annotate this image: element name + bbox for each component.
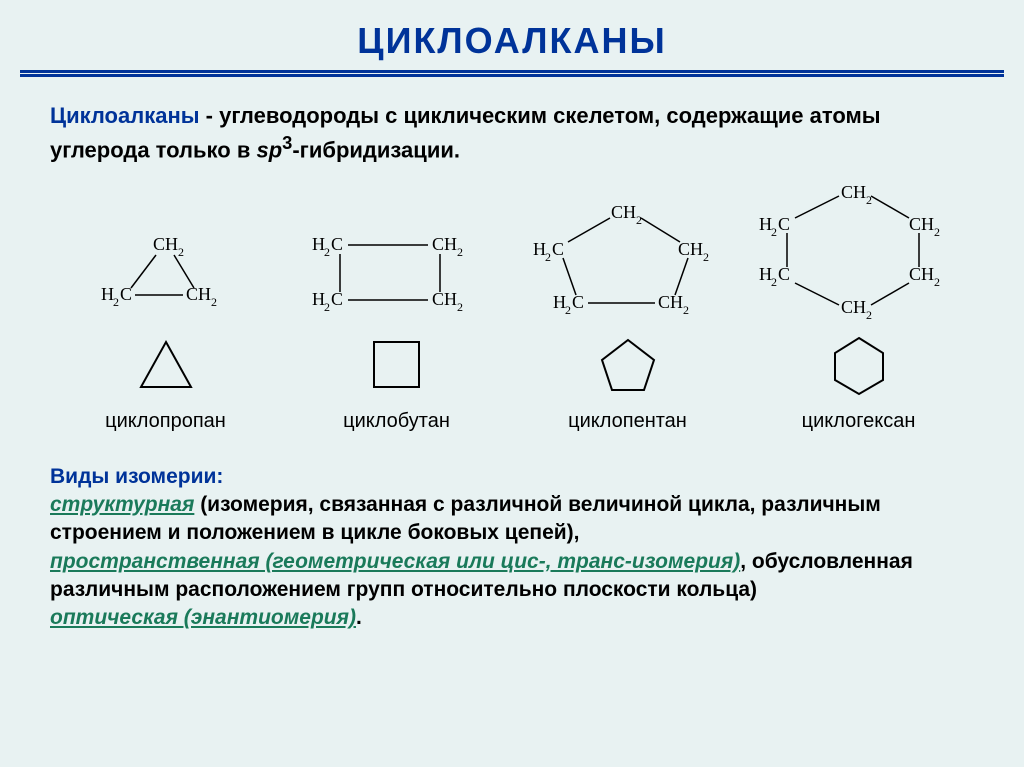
svg-text:C: C	[778, 264, 790, 284]
svg-text:C: C	[331, 289, 343, 309]
svg-text:2: 2	[866, 308, 872, 320]
molecule-cyclobutane: H2C CH2 H2C CH2	[281, 220, 512, 320]
svg-text:CH: CH	[678, 239, 703, 259]
names-row: циклопропан циклобутан циклопентан цикло…	[50, 410, 974, 433]
definition-text: Циклоалканы - углеводороды с циклическим…	[50, 102, 974, 165]
svg-text:2: 2	[324, 300, 330, 314]
svg-text:CH: CH	[909, 214, 934, 234]
svg-text:CH: CH	[841, 182, 866, 202]
svg-text:2: 2	[113, 295, 119, 309]
svg-text:2: 2	[683, 303, 689, 317]
isomerism-link-1: структурная	[50, 493, 194, 516]
svg-text:2: 2	[934, 275, 940, 289]
svg-text:2: 2	[565, 303, 571, 317]
molecule-cyclohexane: CH2 H2C CH2 H2C CH2 CH2	[743, 180, 974, 320]
isomerism-block: Виды изомерии: структурная (изомерия, св…	[50, 463, 974, 633]
svg-text:CH: CH	[186, 284, 211, 304]
page-title: ЦИКЛОАЛКАНЫ	[50, 20, 974, 70]
isomerism-item-2: пространственная (геометрическая или цис…	[50, 548, 974, 605]
definition-italic: sp	[256, 137, 282, 162]
isomerism-link-2: пространственная (геометрическая или цис…	[50, 550, 740, 573]
isomerism-heading: Виды изомерии:	[50, 463, 974, 491]
shape-hexagon	[743, 334, 974, 396]
svg-text:CH: CH	[432, 289, 457, 309]
svg-text:CH: CH	[153, 234, 178, 254]
shape-square	[281, 337, 512, 392]
svg-text:2: 2	[636, 213, 642, 227]
shape-pentagon	[512, 336, 743, 394]
isomerism-item-1: структурная (изомерия, связанная с разли…	[50, 491, 974, 548]
name-cyclohexane: циклогексан	[743, 410, 974, 433]
definition-highlight: Циклоалканы	[50, 103, 200, 128]
svg-text:2: 2	[457, 245, 463, 259]
name-cyclobutane: циклобутан	[281, 410, 512, 433]
shapes-row	[50, 335, 974, 395]
svg-text:2: 2	[771, 275, 777, 289]
svg-text:2: 2	[324, 245, 330, 259]
isomerism-item-3: оптическая (энантиомерия).	[50, 604, 974, 632]
svg-text:C: C	[120, 284, 132, 304]
molecule-cyclopentane: CH2 H2C CH2 H2C CH2	[512, 200, 743, 320]
molecules-row: CH2 H2C CH2 H2C CH2 H2C CH2	[50, 190, 974, 320]
isomerism-link-3: оптическая (энантиомерия)	[50, 606, 356, 629]
svg-text:CH: CH	[909, 264, 934, 284]
title-underline	[20, 70, 1004, 77]
svg-text:2: 2	[545, 250, 551, 264]
svg-text:2: 2	[866, 193, 872, 207]
definition-sup: 3	[282, 132, 292, 153]
svg-text:2: 2	[211, 295, 217, 309]
svg-text:C: C	[572, 292, 584, 312]
definition-part2: -гибридизации.	[292, 137, 460, 162]
isomerism-text-3: .	[356, 606, 362, 629]
svg-text:C: C	[552, 239, 564, 259]
shape-triangle	[50, 337, 281, 392]
svg-text:C: C	[331, 234, 343, 254]
svg-text:2: 2	[178, 245, 184, 259]
name-cyclopentane: циклопентан	[512, 410, 743, 433]
svg-text:CH: CH	[432, 234, 457, 254]
svg-text:CH: CH	[841, 297, 866, 317]
svg-text:CH: CH	[658, 292, 683, 312]
svg-text:2: 2	[771, 225, 777, 239]
svg-text:2: 2	[703, 250, 709, 264]
name-cyclopropane: циклопропан	[50, 410, 281, 433]
svg-text:C: C	[778, 214, 790, 234]
molecule-cyclopropane: CH2 H2C CH2	[50, 220, 281, 320]
svg-text:2: 2	[934, 225, 940, 239]
svg-text:2: 2	[457, 300, 463, 314]
svg-text:CH: CH	[611, 202, 636, 222]
